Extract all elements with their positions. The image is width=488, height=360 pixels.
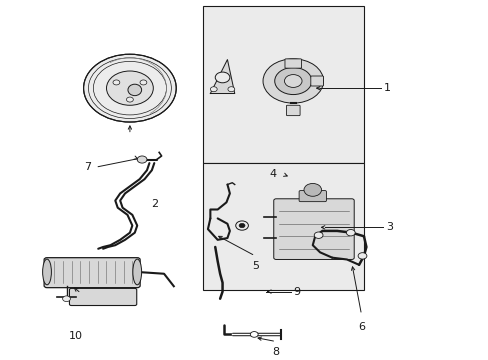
Circle shape [126, 97, 133, 102]
Circle shape [83, 54, 176, 122]
Circle shape [304, 184, 321, 196]
Circle shape [274, 67, 311, 95]
Ellipse shape [128, 84, 142, 96]
Text: 9: 9 [293, 287, 300, 297]
Circle shape [140, 80, 146, 85]
Text: 7: 7 [83, 162, 91, 172]
Circle shape [284, 75, 302, 87]
FancyBboxPatch shape [285, 59, 301, 68]
Polygon shape [210, 60, 234, 94]
Circle shape [210, 87, 217, 92]
Circle shape [235, 221, 248, 230]
FancyBboxPatch shape [299, 190, 326, 202]
Text: 5: 5 [251, 261, 258, 271]
Circle shape [62, 296, 70, 302]
Circle shape [215, 72, 229, 83]
Circle shape [106, 71, 153, 105]
Text: 1: 1 [383, 83, 390, 93]
Circle shape [227, 87, 234, 92]
FancyBboxPatch shape [273, 199, 353, 260]
Circle shape [113, 80, 120, 85]
Bar [203, 6, 363, 163]
Circle shape [239, 224, 244, 228]
Circle shape [346, 229, 354, 236]
Circle shape [357, 253, 366, 259]
Text: 2: 2 [150, 199, 158, 209]
FancyBboxPatch shape [69, 288, 137, 306]
Ellipse shape [133, 259, 142, 285]
Circle shape [263, 59, 323, 103]
FancyBboxPatch shape [44, 258, 140, 288]
Text: 4: 4 [268, 169, 276, 179]
Text: 10: 10 [69, 331, 83, 341]
Ellipse shape [42, 259, 51, 285]
Text: 3: 3 [385, 222, 392, 232]
Circle shape [137, 156, 147, 163]
Circle shape [314, 232, 323, 238]
Circle shape [250, 332, 258, 337]
FancyBboxPatch shape [310, 76, 323, 86]
Text: 6: 6 [357, 322, 364, 332]
Text: 8: 8 [272, 347, 279, 357]
FancyBboxPatch shape [286, 105, 300, 116]
Bar [203, 163, 363, 290]
